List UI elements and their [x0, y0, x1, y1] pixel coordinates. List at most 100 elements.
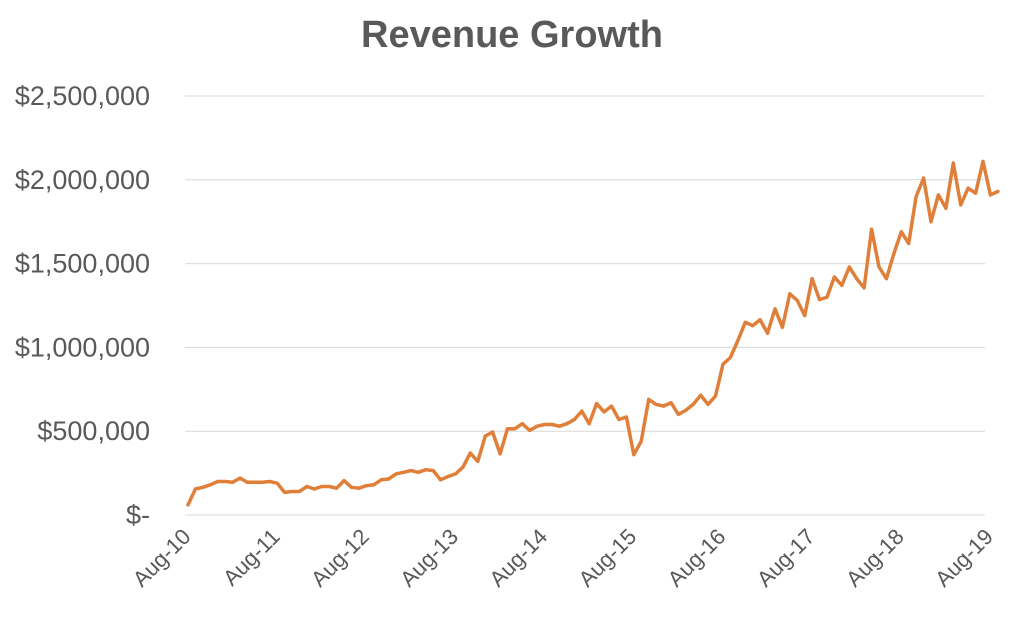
- data-point: [505, 427, 510, 431]
- data-point: [728, 355, 733, 360]
- series-line: [186, 159, 1000, 507]
- data-point: [483, 434, 487, 438]
- data-point: [877, 265, 881, 269]
- data-point: [661, 404, 666, 408]
- y-tick-label: $1,000,000: [15, 332, 150, 362]
- data-point: [216, 479, 220, 484]
- data-point: [684, 408, 688, 412]
- data-point: [394, 472, 398, 476]
- x-tick-label: Aug-16: [663, 524, 731, 592]
- x-tick-label: Aug-15: [573, 524, 641, 592]
- data-point: [268, 479, 272, 484]
- data-point: [966, 186, 970, 190]
- data-point: [847, 265, 851, 269]
- data-point: [543, 422, 547, 427]
- data-point: [416, 470, 420, 474]
- data-point: [283, 490, 287, 494]
- data-point: [520, 422, 524, 426]
- data-point: [275, 481, 279, 485]
- data-point: [832, 275, 837, 279]
- data-point: [193, 487, 197, 491]
- data-point: [743, 320, 747, 324]
- x-tick-label: Aug-17: [752, 524, 820, 592]
- series-line-group: [186, 159, 1000, 507]
- data-point: [260, 480, 264, 484]
- data-point: [721, 362, 725, 366]
- data-point: [862, 286, 866, 290]
- x-tick-label: Aug-18: [841, 524, 909, 592]
- data-point: [996, 189, 1000, 194]
- data-point: [572, 417, 577, 422]
- data-point: [565, 422, 569, 426]
- data-point: [758, 318, 762, 322]
- data-point: [498, 452, 502, 456]
- data-point: [751, 324, 755, 328]
- data-point: [320, 484, 324, 489]
- data-point: [372, 483, 376, 487]
- data-point: [297, 489, 301, 494]
- data-point: [981, 159, 985, 163]
- y-tick-label: $2,000,000: [15, 165, 150, 195]
- data-point: [349, 485, 354, 489]
- data-point: [379, 478, 383, 482]
- data-point: [944, 206, 948, 210]
- data-point: [387, 477, 391, 481]
- gridlines: [185, 95, 985, 516]
- data-point: [587, 422, 591, 426]
- data-point: [461, 465, 465, 469]
- data-point: [453, 472, 458, 476]
- data-point: [513, 427, 517, 431]
- data-point: [788, 292, 792, 296]
- data-point: [245, 480, 249, 484]
- data-point: [817, 298, 822, 302]
- data-point: [907, 241, 911, 246]
- x-tick-label: Aug-19: [930, 524, 998, 592]
- data-point: [409, 469, 413, 473]
- data-point: [780, 325, 785, 329]
- data-point: [951, 161, 955, 165]
- data-point: [713, 394, 718, 398]
- data-point: [602, 410, 606, 414]
- data-point: [647, 397, 651, 401]
- data-point: [624, 415, 629, 419]
- data-point: [580, 409, 584, 413]
- data-point: [922, 176, 926, 180]
- data-point: [736, 339, 740, 343]
- data-point: [810, 277, 814, 281]
- data-point: [609, 404, 614, 408]
- data-point: [803, 314, 807, 318]
- data-point: [595, 401, 599, 406]
- data-point: [431, 469, 435, 473]
- data-point: [959, 203, 963, 207]
- data-point: [223, 479, 227, 484]
- data-point: [669, 401, 673, 405]
- data-point: [401, 470, 406, 474]
- y-tick-label: $1,500,000: [15, 249, 150, 279]
- data-point: [238, 476, 242, 480]
- data-point: [476, 459, 480, 463]
- data-point: [550, 422, 554, 427]
- data-point: [557, 424, 562, 428]
- data-point: [439, 478, 443, 482]
- data-point: [654, 402, 658, 406]
- data-point: [676, 412, 681, 416]
- data-point: [312, 487, 316, 491]
- data-point: [974, 191, 978, 195]
- data-point: [632, 453, 636, 457]
- y-tick-label: $2,500,000: [15, 81, 150, 111]
- data-point: [884, 277, 889, 281]
- data-point: [892, 251, 896, 256]
- x-tick-label: Aug-12: [306, 524, 374, 592]
- x-tick-label: Aug-10: [128, 524, 196, 592]
- y-axis-ticks: $- $500,000 $1,000,000 $1,500,000 $2,000,000…: [15, 81, 150, 530]
- data-point: [424, 468, 428, 472]
- data-point: [840, 283, 844, 287]
- data-point: [342, 479, 346, 483]
- data-point: [639, 439, 643, 443]
- data-point: [699, 393, 703, 397]
- x-tick-label: Aug-11: [218, 524, 285, 591]
- data-point: [765, 331, 770, 335]
- chart-title: Revenue Growth: [361, 14, 663, 56]
- x-tick-label: Aug-13: [395, 524, 463, 592]
